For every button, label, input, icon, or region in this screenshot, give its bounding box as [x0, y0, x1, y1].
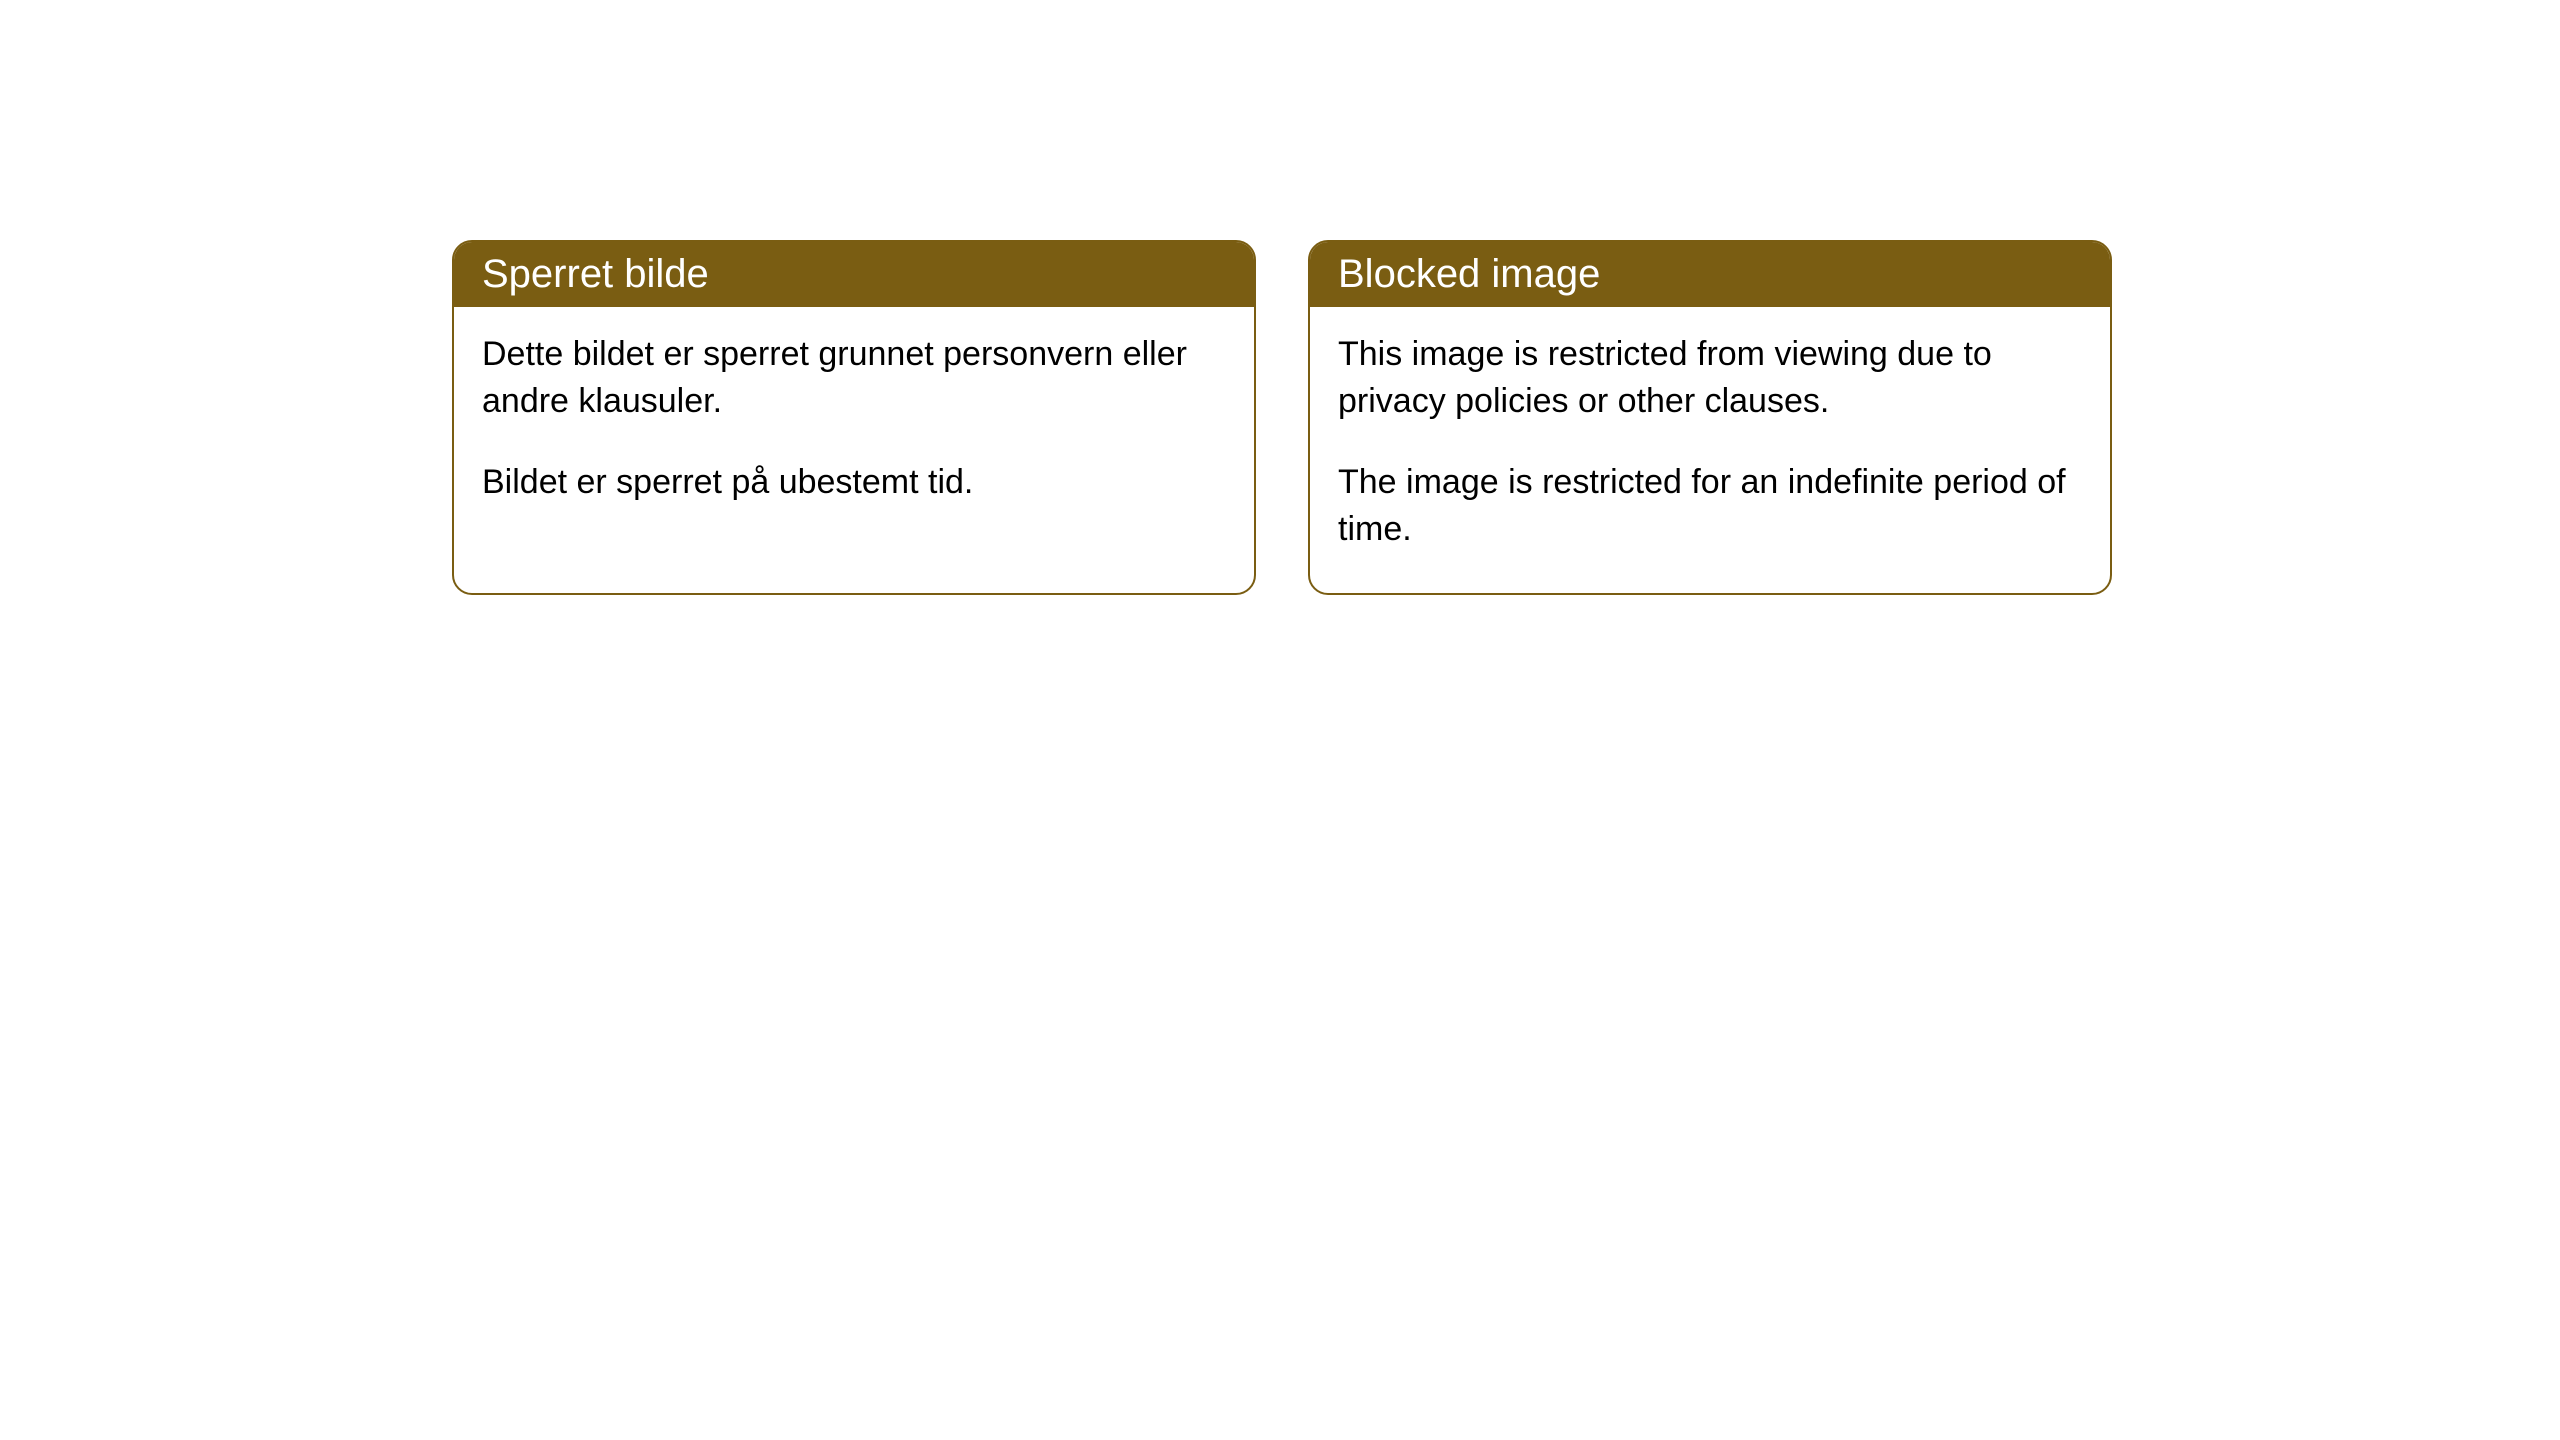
- card-paragraph: Bildet er sperret på ubestemt tid.: [482, 459, 1226, 506]
- card-header-english: Blocked image: [1310, 242, 2110, 307]
- notice-cards-container: Sperret bilde Dette bildet er sperret gr…: [452, 240, 2112, 595]
- card-body-english: This image is restricted from viewing du…: [1310, 307, 2110, 593]
- notice-card-norwegian: Sperret bilde Dette bildet er sperret gr…: [452, 240, 1256, 595]
- card-body-norwegian: Dette bildet er sperret grunnet personve…: [454, 307, 1254, 546]
- card-paragraph: Dette bildet er sperret grunnet personve…: [482, 331, 1226, 425]
- card-title: Sperret bilde: [482, 252, 709, 296]
- card-paragraph: The image is restricted for an indefinit…: [1338, 459, 2082, 553]
- card-paragraph: This image is restricted from viewing du…: [1338, 331, 2082, 425]
- card-header-norwegian: Sperret bilde: [454, 242, 1254, 307]
- notice-card-english: Blocked image This image is restricted f…: [1308, 240, 2112, 595]
- card-title: Blocked image: [1338, 252, 1600, 296]
